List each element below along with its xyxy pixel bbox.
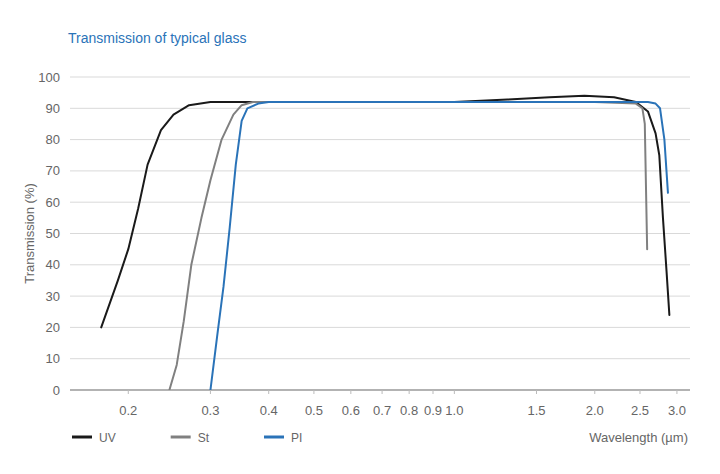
grid-line bbox=[70, 233, 690, 234]
x-tick bbox=[454, 390, 455, 394]
x-tick bbox=[313, 390, 314, 394]
x-tick bbox=[382, 390, 383, 394]
x-tick-label: 0.6 bbox=[342, 403, 360, 418]
x-tick-label: 2.0 bbox=[586, 403, 604, 418]
x-axis-line bbox=[70, 390, 690, 391]
x-tick-label: 0.8 bbox=[400, 403, 418, 418]
y-tick-label: 80 bbox=[46, 132, 60, 147]
grid-line bbox=[70, 77, 690, 78]
y-tick-label: 70 bbox=[46, 163, 60, 178]
y-axis-label: Transmission (%) bbox=[22, 183, 37, 284]
legend-swatch bbox=[264, 436, 284, 439]
x-tick bbox=[433, 390, 434, 394]
grid-line bbox=[70, 390, 690, 391]
legend-swatch bbox=[171, 436, 191, 439]
grid-line bbox=[70, 296, 690, 297]
x-tick bbox=[676, 390, 677, 394]
y-tick-label: 10 bbox=[46, 351, 60, 366]
x-tick bbox=[268, 390, 269, 394]
y-tick-label: 50 bbox=[46, 226, 60, 241]
x-tick-label: 0.3 bbox=[201, 403, 219, 418]
y-tick-label: 100 bbox=[38, 70, 60, 85]
x-axis-label: Wavelength (µm) bbox=[589, 430, 688, 445]
x-tick-label: 0.5 bbox=[305, 403, 323, 418]
legend-label: UV bbox=[99, 431, 116, 445]
x-tick-label: 0.9 bbox=[424, 403, 442, 418]
x-tick bbox=[350, 390, 351, 394]
series-line bbox=[101, 96, 669, 328]
x-tick bbox=[639, 390, 640, 394]
plot-area bbox=[101, 96, 669, 390]
grid-line bbox=[70, 327, 690, 328]
x-tick-label: 3.0 bbox=[668, 403, 686, 418]
x-tick-label: 1.0 bbox=[445, 403, 463, 418]
grid-line bbox=[70, 358, 690, 359]
x-tick-label: 0.4 bbox=[260, 403, 278, 418]
series-line bbox=[169, 102, 647, 390]
legend-swatch bbox=[72, 436, 92, 439]
grid-line bbox=[70, 170, 690, 171]
y-tick-label: 60 bbox=[46, 195, 60, 210]
title: Transmission of typical glass bbox=[68, 30, 246, 46]
grid-line bbox=[70, 202, 690, 203]
series-line bbox=[210, 102, 668, 390]
grid-line bbox=[70, 264, 690, 265]
y-tick-label: 0 bbox=[53, 383, 60, 398]
x-tick bbox=[210, 390, 211, 394]
y-tick-label: 40 bbox=[46, 257, 60, 272]
chart: Transmission of typical glass 0 10 20 30 40 50… bbox=[0, 0, 720, 474]
legend-label: St bbox=[198, 431, 210, 445]
y-tick-label: 30 bbox=[46, 289, 60, 304]
x-tick-label: 0.2 bbox=[119, 403, 137, 418]
x-tick bbox=[594, 390, 595, 394]
grid-line bbox=[70, 108, 690, 109]
x-tick bbox=[128, 390, 129, 394]
x-tick bbox=[536, 390, 537, 394]
x-tick-label: 0.7 bbox=[373, 403, 391, 418]
x-tick bbox=[409, 390, 410, 394]
x-tick-label: 1.5 bbox=[527, 403, 545, 418]
y-tick-label: 20 bbox=[46, 320, 60, 335]
x-tick-label: 2.5 bbox=[631, 403, 649, 418]
y-tick-label: 90 bbox=[46, 101, 60, 116]
grid-line bbox=[70, 139, 690, 140]
legend-label: PI bbox=[291, 431, 302, 445]
